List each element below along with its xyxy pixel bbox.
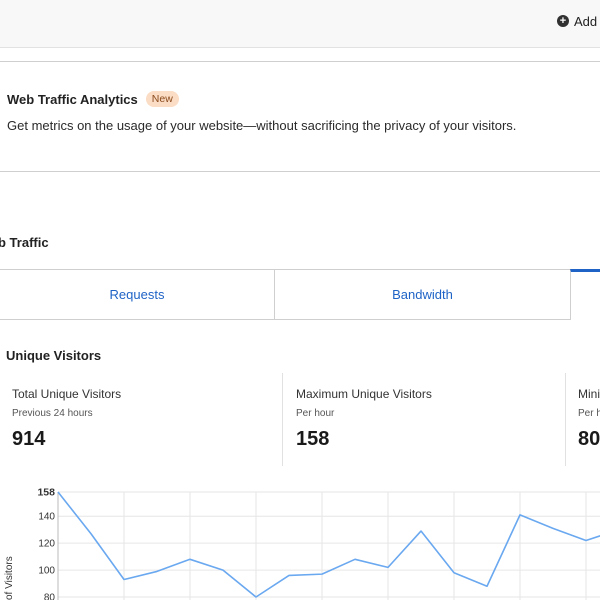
tab-requests[interactable]: Requests: [0, 269, 275, 320]
data-point[interactable]: [188, 557, 192, 561]
section-title: b Traffic: [0, 235, 49, 250]
metric-tabs: Requests Bandwidth: [0, 269, 600, 320]
data-point[interactable]: [221, 568, 225, 572]
data-point[interactable]: [353, 557, 357, 561]
y-tick-label: 140: [38, 512, 55, 523]
banner-description: Get metrics on the usage of your website…: [7, 118, 517, 133]
stat-value: 914: [12, 428, 46, 450]
y-tick-label: 120: [38, 539, 55, 550]
y-tick-label: 100: [38, 566, 55, 577]
stat-value: 80: [578, 428, 600, 450]
unique-visitors-title: Unique Visitors: [6, 348, 102, 363]
series-line: [57, 491, 600, 598]
data-point[interactable]: [386, 565, 390, 569]
unique-visitors-chart: 158 140 120 100 80: [37, 487, 600, 600]
data-point[interactable]: [419, 529, 423, 533]
data-point[interactable]: [287, 573, 291, 577]
stat-label: Mini: [578, 387, 600, 401]
new-badge: New: [145, 91, 179, 107]
stat-label: Maximum Unique Visitors: [296, 387, 432, 401]
add-button-label: Add: [574, 13, 598, 29]
data-point[interactable]: [584, 538, 588, 542]
plus-circle-icon: +: [557, 15, 569, 27]
data-point[interactable]: [551, 526, 555, 530]
stat-value: 158: [296, 428, 330, 450]
data-point[interactable]: [56, 490, 60, 494]
banner-title: Web Traffic Analytics: [7, 91, 138, 107]
data-point[interactable]: [320, 572, 324, 576]
add-button[interactable]: + Add: [557, 12, 597, 30]
stat-sublabel: Previous 24 hours: [12, 408, 93, 419]
y-tick-label: 158: [37, 487, 55, 499]
data-point[interactable]: [122, 578, 126, 582]
stat-maximum-unique-visitors: Maximum Unique Visitors Per hour 158: [282, 373, 565, 466]
y-axis-label: of Visitors: [4, 556, 15, 600]
stat-sublabel: Per hour: [296, 408, 335, 419]
data-point[interactable]: [254, 595, 258, 599]
data-point[interactable]: [155, 569, 159, 573]
stat-sublabel: Per h: [578, 408, 600, 419]
tab-unique-visitors[interactable]: [570, 269, 600, 320]
stat-minimum-unique-visitors: Mini Per h 80: [565, 373, 600, 466]
web-analytics-banner: Web Traffic Analytics New Get metrics on…: [0, 61, 600, 172]
stat-label: Total Unique Visitors: [12, 387, 122, 401]
y-tick-label: 80: [44, 593, 56, 600]
tab-bandwidth[interactable]: Bandwidth: [274, 269, 571, 320]
stat-total-unique-visitors: Total Unique Visitors Previous 24 hours …: [0, 373, 282, 466]
data-point[interactable]: [518, 513, 522, 517]
top-bar: + Add: [0, 0, 600, 48]
data-point[interactable]: [485, 584, 489, 588]
data-point[interactable]: [89, 532, 93, 536]
data-point[interactable]: [452, 571, 456, 575]
